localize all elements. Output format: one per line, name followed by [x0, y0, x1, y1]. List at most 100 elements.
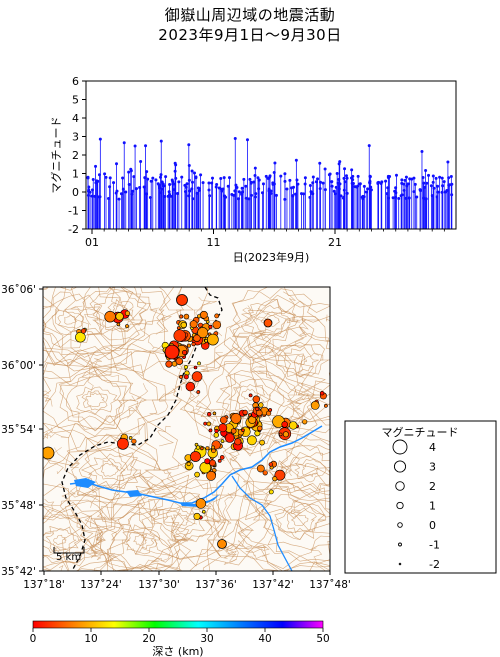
- contour-line: [237, 472, 330, 562]
- ts-y-label: マグニチュード: [49, 117, 63, 194]
- epicenter: [246, 435, 257, 446]
- epicenter: [248, 413, 252, 417]
- ts-x-label: 日(2023年9月): [233, 250, 310, 264]
- ts-point: [391, 196, 395, 200]
- epicenter: [211, 448, 216, 454]
- ts-point: [129, 167, 133, 171]
- contour-line: [57, 310, 84, 329]
- contour-line: [43, 508, 106, 568]
- contour-line: [93, 551, 117, 561]
- epicenter: [104, 311, 116, 323]
- ts-point: [90, 194, 94, 198]
- epicenter: [302, 419, 308, 425]
- ts-point: [208, 194, 212, 198]
- legend-label: 1: [429, 500, 436, 513]
- contour-line: [70, 305, 99, 326]
- contour-line: [245, 544, 270, 553]
- ts-point: [139, 159, 143, 163]
- contour-line: [59, 370, 127, 432]
- contour-line: [222, 545, 237, 562]
- map-lon-label: 137˚24': [80, 579, 122, 591]
- epicenter: [176, 294, 188, 306]
- contour-line: [210, 515, 227, 537]
- epicenter: [208, 324, 213, 329]
- ts-point: [130, 192, 134, 196]
- epicenter: [212, 411, 217, 416]
- epicenter: [310, 400, 320, 410]
- contour-line: [126, 531, 156, 552]
- contour-line: [59, 472, 226, 571]
- colorbar-tick-label: 50: [316, 633, 329, 645]
- ts-point: [98, 137, 102, 141]
- epicenter: [186, 461, 191, 467]
- ts-point: [131, 189, 135, 193]
- ts-point: [226, 184, 230, 188]
- ts-point: [185, 182, 189, 186]
- epicenter: [207, 333, 219, 346]
- ts-point: [240, 191, 244, 195]
- contour-line: [278, 449, 300, 477]
- contour-line: [89, 287, 151, 332]
- ts-point: [257, 187, 261, 191]
- ts-point: [285, 187, 289, 191]
- epicenter: [185, 381, 196, 392]
- ts-y-tick-label: -1: [68, 205, 79, 218]
- epicenter: [219, 455, 225, 460]
- ts-point: [94, 164, 98, 168]
- ts-point: [244, 196, 248, 200]
- contour-line: [117, 383, 149, 404]
- ts-point: [403, 178, 407, 182]
- contour-line: [54, 287, 182, 358]
- epicenter: [241, 428, 245, 433]
- contour-line: [82, 287, 158, 335]
- contour-line: [259, 333, 276, 357]
- contour-line: [200, 348, 306, 441]
- contour-line: [252, 365, 272, 380]
- ts-point: [358, 182, 362, 186]
- ts-point: [449, 174, 453, 178]
- ts-point: [199, 173, 203, 177]
- contour-line: [173, 337, 327, 455]
- ts-point: [93, 194, 97, 198]
- epicenter: [191, 371, 203, 382]
- epicenter: [263, 318, 273, 328]
- epicenter-map: 5 km 36˚06' 36˚00' 35˚54' 35˚48' 35˚42'137˚1…: [1, 284, 351, 591]
- contour-line: [242, 480, 270, 514]
- ts-point: [90, 188, 94, 192]
- contour-line: [293, 393, 309, 412]
- ts-point: [183, 183, 187, 187]
- legend-symbol: [393, 460, 407, 473]
- ts-point: [342, 176, 346, 180]
- epicenter: [193, 334, 201, 342]
- map-lon-label: 137˚42': [252, 579, 294, 591]
- ts-point: [175, 191, 179, 195]
- contour-line: [85, 392, 106, 408]
- contour-line: [43, 510, 104, 571]
- ts-point: [427, 173, 431, 177]
- contour-line: [43, 489, 131, 571]
- ts-point: [442, 180, 446, 184]
- contour-line: [43, 498, 55, 521]
- ts-point: [97, 173, 101, 177]
- ts-point: [121, 176, 125, 180]
- ts-point: [339, 194, 343, 198]
- ts-point: [115, 162, 119, 166]
- ts-point: [294, 158, 298, 162]
- contour-line: [90, 504, 191, 571]
- epicenter: [234, 438, 242, 446]
- ts-point: [309, 190, 313, 194]
- ts-point: [323, 167, 327, 171]
- ts-point: [214, 185, 218, 189]
- contour-line: [86, 499, 190, 571]
- epicenter: [43, 446, 55, 460]
- contour-line: [43, 543, 57, 559]
- prefecture-boundary: [61, 287, 223, 571]
- contour-line: [43, 530, 67, 552]
- ts-point: [264, 174, 268, 178]
- contour-line: [106, 299, 134, 321]
- ts-point: [316, 177, 320, 181]
- epicenter: [255, 406, 260, 411]
- ts-point: [368, 175, 372, 179]
- epicenter: [194, 471, 200, 478]
- colorbar-gradient: [32, 620, 324, 629]
